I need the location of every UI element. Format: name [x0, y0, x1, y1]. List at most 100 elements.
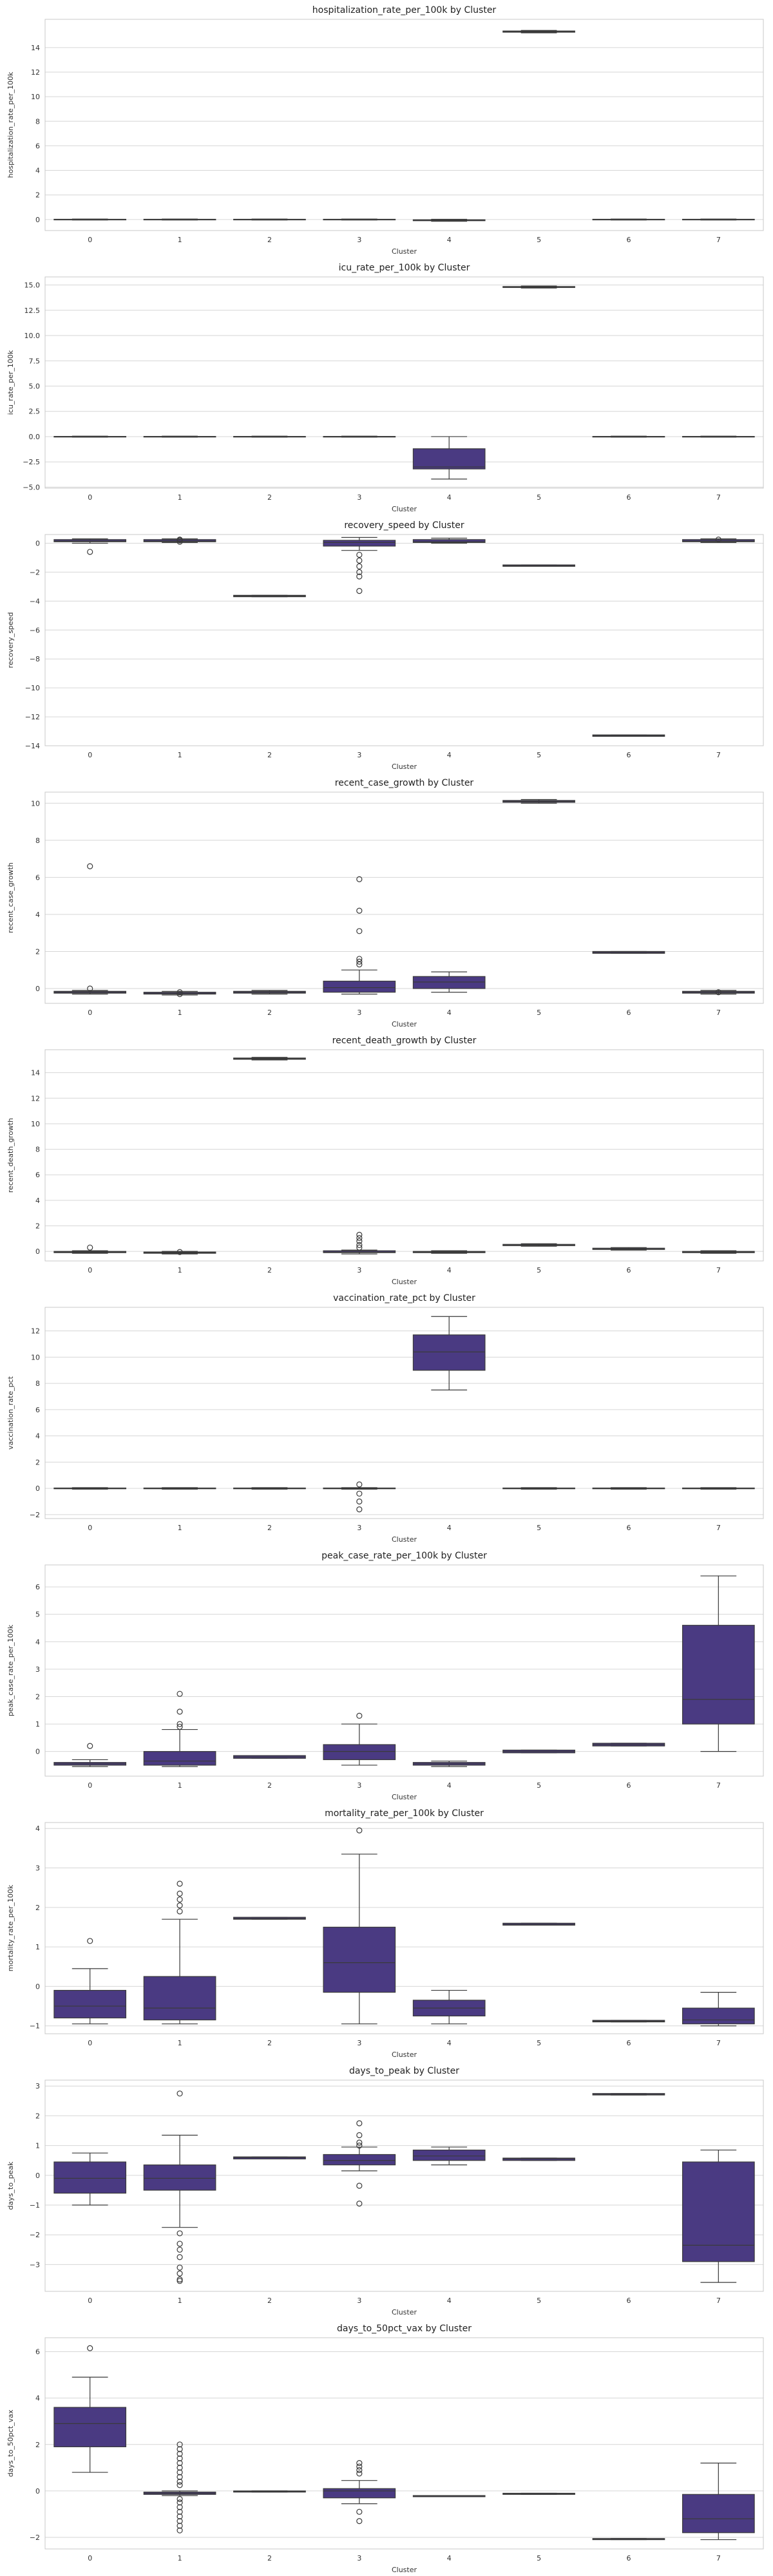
x-tick-label: 4 — [447, 2297, 452, 2305]
box-cluster-1 — [143, 1880, 216, 2025]
x-tick-label: 5 — [537, 236, 541, 244]
box-cluster-3 — [323, 876, 396, 995]
box-cluster-4 — [412, 971, 486, 993]
y-tick-label: 4 — [35, 1432, 40, 1441]
outlier-point — [177, 2441, 183, 2448]
box-cluster-7 — [682, 1250, 755, 1254]
outlier-point — [177, 2264, 183, 2271]
box-cluster-1 — [143, 435, 216, 438]
boxplot-chart: days_to_peak by Cluster −3 −2 −1 0 1 2 3 0 1 2 3 4 5 6… — [6, 2066, 764, 2316]
box-cluster-6 — [592, 1487, 665, 1490]
chart-title: days_to_peak by Cluster — [349, 2066, 459, 2076]
x-tick-label: 1 — [178, 236, 182, 244]
y-axis-label: hospitalization_rate_per_100k — [6, 71, 15, 178]
x-tick-label: 0 — [88, 2039, 92, 2047]
y-tick-label: −12 — [25, 713, 40, 721]
x-axis-label: Cluster — [392, 1535, 417, 1544]
y-tick-label: 7.5 — [29, 357, 41, 365]
plot-frame — [44, 791, 764, 1004]
y-tick-label: 8 — [35, 837, 40, 845]
box-cluster-6 — [592, 2020, 665, 2023]
outlier-point — [356, 1490, 363, 1497]
x-tick-label: 0 — [88, 1781, 92, 1790]
box-iqr — [412, 448, 486, 469]
y-tick-label: 0 — [35, 539, 40, 547]
y-axis-label: vaccination_rate_pct — [6, 1376, 15, 1450]
y-tick-label: 6 — [35, 1171, 40, 1179]
x-tick-label: 3 — [357, 2554, 361, 2562]
y-tick-label: −2 — [30, 2231, 40, 2239]
box-iqr — [323, 1926, 396, 1993]
box-cluster-0 — [53, 435, 127, 438]
outlier-point — [356, 2143, 363, 2149]
x-tick-label: 1 — [178, 2554, 182, 2562]
y-tick-label: 10 — [31, 93, 40, 101]
plot-frame — [44, 2337, 764, 2550]
box-iqr — [682, 2007, 755, 2025]
y-tick-label: −14 — [25, 742, 40, 750]
outlier-point — [356, 1506, 363, 1513]
outlier-point — [356, 907, 363, 914]
outlier-point — [177, 1908, 183, 1915]
y-tick-label: 2 — [35, 191, 40, 200]
outlier-point — [356, 2460, 363, 2467]
plot-frame — [44, 1564, 764, 1777]
outlier-point — [177, 2230, 183, 2237]
outlier-point — [356, 928, 363, 934]
outlier-point — [177, 2090, 183, 2097]
chart-title: recent_death_growth by Cluster — [332, 1036, 477, 1046]
x-tick-label: 0 — [88, 1009, 92, 1017]
box-cluster-7 — [682, 989, 755, 996]
outlier-point — [177, 2474, 183, 2480]
box-cluster-5 — [502, 799, 575, 804]
y-tick-label: 4 — [35, 2394, 40, 2403]
x-tick-label: 1 — [178, 1524, 182, 1532]
y-tick-label: 0 — [35, 1748, 40, 1756]
box-cluster-5 — [502, 564, 575, 567]
box-cluster-5 — [502, 1922, 575, 1926]
x-tick-label: 7 — [716, 1781, 721, 1790]
box-cluster-3 — [323, 218, 396, 221]
x-tick-label: 7 — [716, 236, 721, 244]
outlier-point — [177, 2278, 183, 2284]
x-tick-label: 7 — [716, 1524, 721, 1532]
x-axis-label: Cluster — [392, 2308, 417, 2316]
outlier-point — [87, 549, 93, 555]
y-tick-label: 4 — [35, 911, 40, 919]
y-tick-label: 1 — [35, 1720, 40, 1728]
x-tick-label: 0 — [88, 1266, 92, 1274]
y-tick-label: −1 — [30, 2201, 40, 2210]
boxplot-chart: recovery_speed by Cluster −14 −12 −10 −8 −6 −4… — [6, 520, 764, 771]
y-axis-label: recent_death_growth — [6, 1118, 15, 1193]
boxplot-chart: vaccination_rate_pct by Cluster−20246810… — [6, 1293, 764, 1544]
box-cluster-0 — [53, 2152, 127, 2206]
box-cluster-6 — [592, 1247, 665, 1251]
y-tick-label: 4 — [35, 1638, 40, 1646]
outlier-point — [177, 2478, 183, 2485]
outlier-point — [177, 2518, 183, 2524]
box-cluster-3 — [323, 1481, 396, 1513]
y-tick-label: −2 — [30, 1511, 40, 1519]
box-cluster-1 — [143, 1249, 216, 1255]
box-cluster-0 — [53, 2345, 127, 2473]
y-tick-label: 2.5 — [29, 408, 41, 416]
box-cluster-4 — [412, 218, 486, 222]
x-axis-label: Cluster — [392, 1278, 417, 1286]
outlier-point — [177, 2450, 183, 2457]
plot-frame — [44, 276, 764, 489]
y-axis-label: icu_rate_per_100k — [6, 350, 15, 415]
box-iqr — [143, 2164, 216, 2191]
box-iqr — [53, 2407, 127, 2448]
x-tick-label: 7 — [716, 2297, 721, 2305]
outlier-point — [177, 2504, 183, 2510]
box-cluster-4 — [412, 436, 486, 480]
box-cluster-6 — [592, 2093, 665, 2096]
y-tick-label: 8 — [35, 117, 40, 126]
outlier-point — [87, 1743, 93, 1749]
outlier-point — [177, 991, 183, 998]
outlier-point — [356, 876, 363, 882]
outlier-point — [177, 1709, 183, 1715]
y-tick-label: 0 — [35, 1484, 40, 1493]
x-tick-label: 0 — [88, 1524, 92, 1532]
